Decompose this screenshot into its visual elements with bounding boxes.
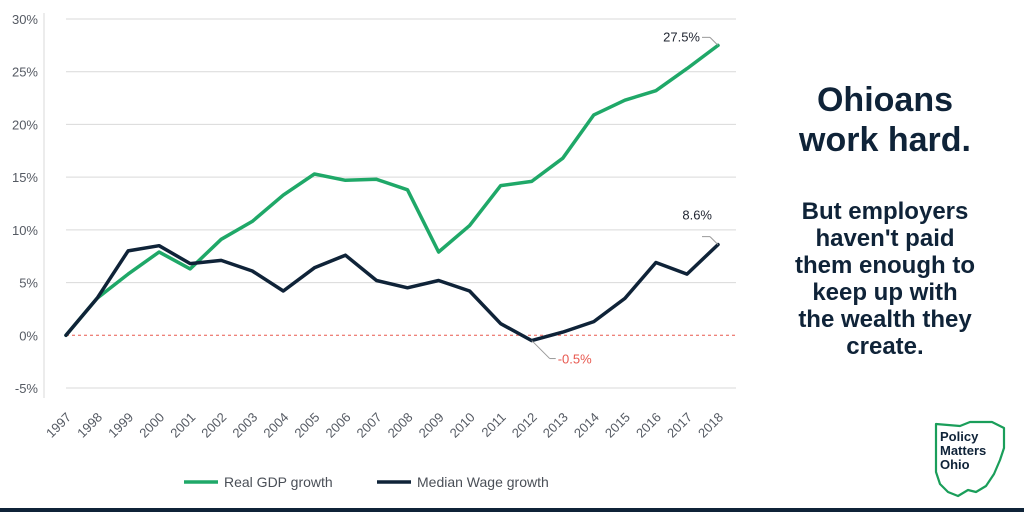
- ohio-outline-icon: [934, 420, 1006, 498]
- data-annotation: -0.5%: [558, 352, 592, 367]
- headline-panel: Ohioans work hard. But employers haven't…: [760, 80, 1010, 360]
- data-annotation: 8.6%: [682, 208, 712, 223]
- x-tick-label: 2012: [509, 410, 540, 441]
- x-tick-label: 1997: [43, 410, 74, 441]
- subheadline-line: But employers: [801, 198, 969, 225]
- subheadline-line: haven't paid: [815, 225, 955, 252]
- x-tick-label: 2015: [602, 410, 633, 441]
- x-tick-label: 2008: [385, 410, 416, 441]
- x-tick-label: 2016: [633, 410, 664, 441]
- x-tick-label: 2011: [478, 410, 508, 440]
- legend-label-gdp: Real GDP growth: [224, 474, 333, 490]
- bottom-bar: [0, 508, 1024, 512]
- annotation-leader: [709, 37, 719, 46]
- y-tick-label: 25%: [12, 65, 38, 80]
- data-annotation: 27.5%: [663, 29, 700, 44]
- headline-line: work hard.: [799, 121, 971, 159]
- logo-line: Ohio: [940, 457, 970, 472]
- headline: Ohioans work hard.: [760, 80, 1010, 160]
- wage-growth-line: [64, 242, 720, 343]
- policy-matters-ohio-logo: Policy Matters Ohio: [930, 420, 1020, 500]
- x-tick-label: 2017: [664, 410, 695, 441]
- x-tick-label: 2014: [571, 410, 602, 441]
- subheadline: But employers haven't paid them enough t…: [760, 198, 1010, 360]
- subheadline-line: the wealth they: [798, 306, 972, 333]
- legend-label-wage: Median Wage growth: [417, 474, 549, 490]
- annotation-leader: [531, 340, 551, 359]
- x-tick-label: 2005: [291, 410, 322, 441]
- x-tick-label: 2010: [447, 410, 478, 441]
- x-tick-label: 2013: [540, 410, 571, 441]
- line-chart: 30%25%20%15%10%5%0%-5%1997 1998 1999 2000 20…: [12, 12, 736, 490]
- logo-text: Policy Matters Ohio: [940, 430, 986, 472]
- y-tick-label: 30%: [12, 12, 38, 27]
- logo-line: Matters: [940, 443, 987, 458]
- y-tick-label: 15%: [12, 170, 38, 185]
- subheadline-line: them enough to: [795, 252, 975, 279]
- x-tick-label: 1998: [74, 410, 105, 441]
- x-tick-label: 2000: [136, 410, 167, 441]
- x-tick-label: 2007: [354, 410, 385, 441]
- subheadline-line: create.: [846, 333, 924, 360]
- y-tick-label: 0%: [19, 328, 38, 343]
- gdp-growth-line: [64, 43, 720, 338]
- y-tick-label: 5%: [19, 276, 38, 291]
- x-tick-label: 2018: [695, 410, 726, 441]
- x-tick-label: 2002: [198, 410, 229, 441]
- y-tick-label: 10%: [12, 223, 38, 238]
- x-tick-label: 2004: [260, 410, 291, 441]
- x-tick-label: 1999: [105, 410, 136, 441]
- logo-line: Policy: [940, 429, 979, 444]
- chart-area: 30% 25% 20% 15% 10% 5% 0% -5% 1997 1998 1999 2000 20…: [12, 12, 736, 490]
- x-tick-label: 2006: [322, 410, 353, 441]
- x-tick-label: 2001: [167, 410, 198, 441]
- y-tick-label: -5%: [15, 381, 39, 396]
- x-tick-label: 2009: [416, 410, 447, 441]
- subheadline-line: keep up with: [812, 279, 958, 306]
- x-tick-label: 2003: [229, 410, 260, 441]
- annotation-leader: [709, 236, 719, 245]
- headline-line: Ohioans: [816, 81, 954, 119]
- y-tick-label: 20%: [12, 117, 38, 132]
